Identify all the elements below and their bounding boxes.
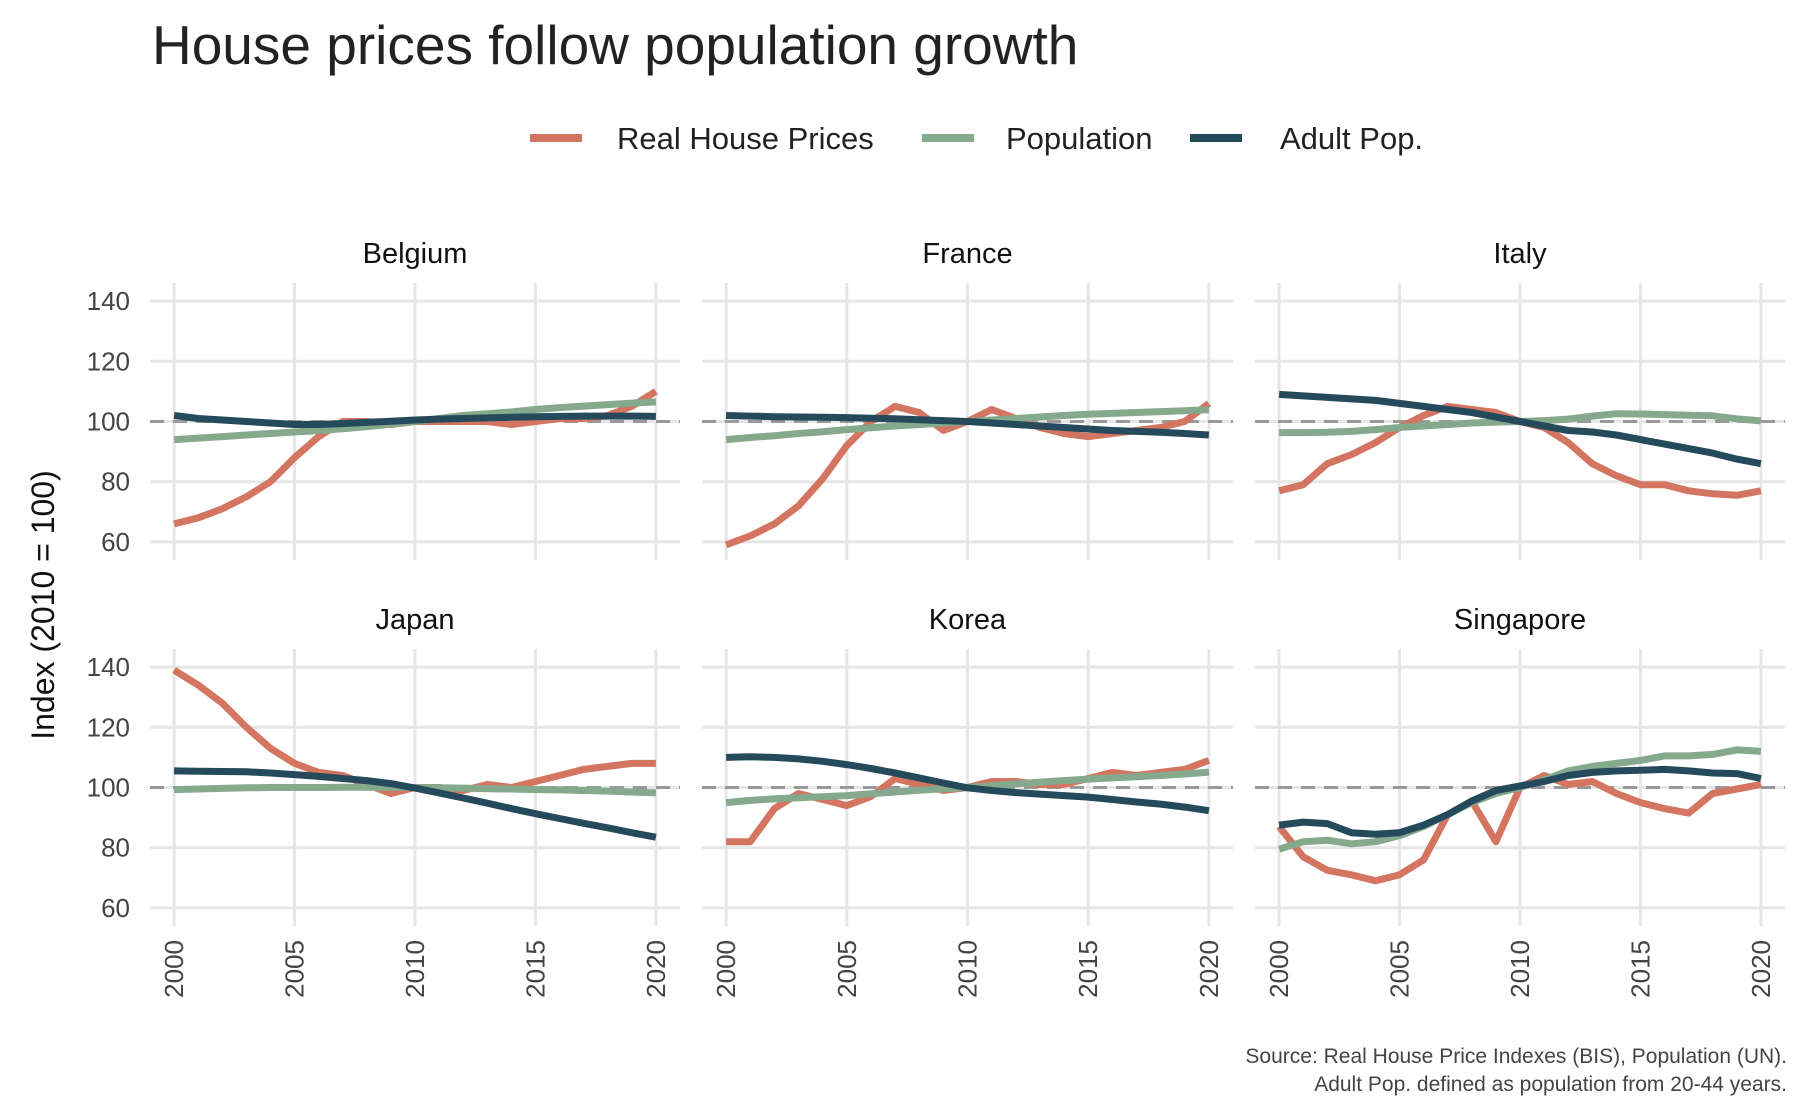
x-tick-label: 2015 — [1073, 940, 1103, 998]
y-tick-label: 100 — [87, 773, 130, 803]
x-tick-label: 2010 — [1505, 940, 1535, 998]
x-tick-label: 2000 — [711, 940, 741, 998]
series-line-adult-pop — [1278, 765, 1762, 838]
y-tick-label: 80 — [101, 833, 130, 863]
legend-item-real-house-prices: Real House Prices — [530, 121, 874, 156]
legend-label-population: Population — [1006, 121, 1153, 156]
x-tick-label: 2010 — [953, 940, 983, 998]
x-tick-label: 2005 — [1385, 940, 1415, 998]
caption-line-2: Adult Pop. defined as population from 20… — [1314, 1073, 1787, 1096]
y-tick-label: 60 — [101, 527, 130, 557]
x-tick-label: 2020 — [641, 940, 671, 998]
series-line-adult-pop — [726, 753, 1210, 815]
panel-title-belgium: Belgium — [363, 238, 468, 270]
y-tick-label: 140 — [87, 286, 130, 316]
caption-line-1: Source: Real House Price Indexes (BIS), … — [1245, 1045, 1787, 1068]
x-tick-label: 2000 — [159, 940, 189, 998]
panel-korea: Korea 2000 2005 2010 2015 2020 — [702, 604, 1233, 998]
x-tick-label: 2000 — [1264, 940, 1294, 998]
y-tick-label: 80 — [101, 467, 130, 497]
panel-france: France — [702, 238, 1233, 560]
series-line-adult-pop — [173, 412, 656, 428]
panel-title-japan: Japan — [375, 604, 454, 636]
x-tick-label: 2010 — [400, 940, 430, 998]
chart-title: House prices follow population growth — [152, 14, 1078, 76]
x-tick-label: 2015 — [1625, 940, 1655, 998]
panel-belgium: Belgium 60 80 100 120 140 — [87, 238, 680, 560]
y-tick-label: 120 — [87, 712, 130, 742]
series-line-adult-pop — [726, 412, 1210, 439]
legend-item-adult-pop: Adult Pop. — [1190, 121, 1423, 156]
panel-title-italy: Italy — [1493, 238, 1547, 270]
legend-label-adult-pop: Adult Pop. — [1280, 121, 1423, 156]
panel-italy: Italy — [1255, 238, 1785, 560]
panel-singapore: Singapore 2000 2005 2010 2015 2020 — [1255, 604, 1785, 998]
y-tick-label: 100 — [87, 407, 130, 437]
x-tick-label: 2015 — [520, 940, 550, 998]
panel-title-france: France — [922, 238, 1012, 270]
x-tick-label: 2020 — [1746, 940, 1776, 998]
series-line-adult-pop — [174, 767, 657, 841]
facet-panels: Belgium 60 80 100 120 140 France Italy Japan 60 80… — [87, 238, 1785, 998]
panel-title-singapore: Singapore — [1454, 604, 1586, 636]
y-tick-label: 120 — [87, 346, 130, 376]
series-line-adult-pop — [1278, 390, 1762, 468]
legend-item-population: Population — [922, 121, 1153, 156]
panel-title-korea: Korea — [929, 604, 1007, 636]
legend-label-real-house-prices: Real House Prices — [617, 121, 874, 156]
x-tick-label: 2005 — [280, 940, 310, 998]
x-tick-label: 2020 — [1194, 940, 1224, 998]
y-axis-label: Index (2010 = 100) — [25, 470, 61, 740]
panel-japan: Japan 60 80 100 120 140 2000 2005 2010 2015 2020 — [87, 604, 680, 998]
legend: Real House Prices Population Adult Pop. — [530, 121, 1423, 156]
y-tick-label: 140 — [87, 652, 130, 682]
x-tick-label: 2005 — [832, 940, 862, 998]
y-tick-label: 60 — [101, 893, 130, 923]
